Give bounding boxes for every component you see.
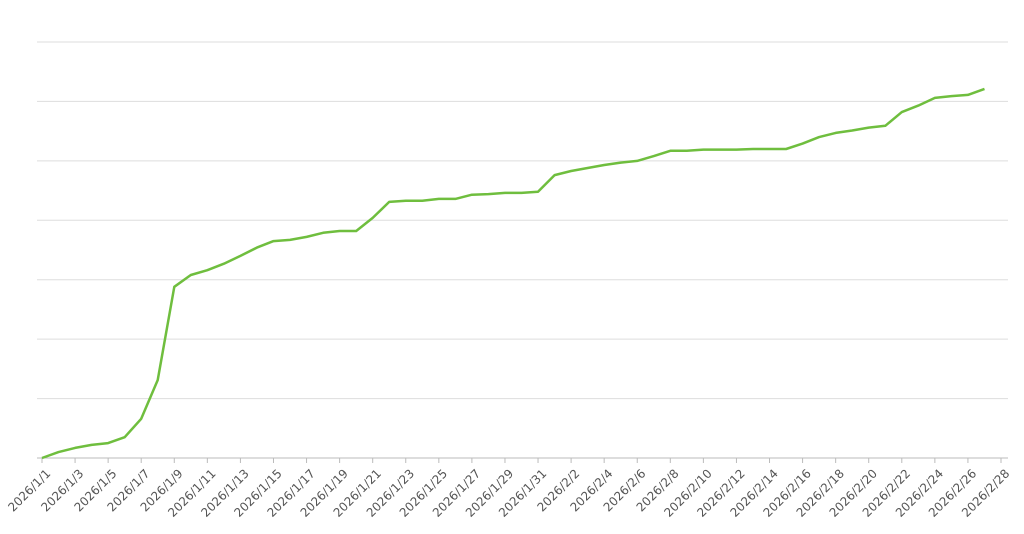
line-series xyxy=(41,87,985,460)
